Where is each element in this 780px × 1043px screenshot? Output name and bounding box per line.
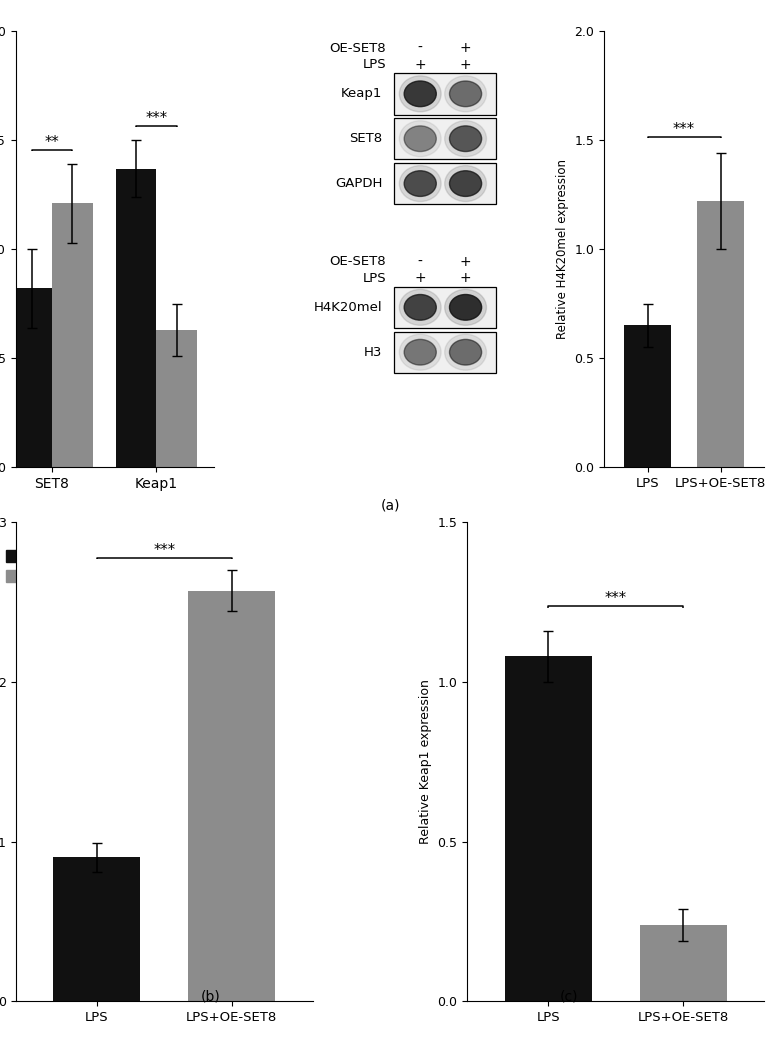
Y-axis label: Relative H4K20mel expression: Relative H4K20mel expression — [555, 160, 569, 339]
Bar — [394, 163, 496, 204]
Text: ***: *** — [673, 122, 695, 137]
Bar — [115, 169, 157, 467]
Ellipse shape — [399, 166, 441, 201]
Text: +: + — [459, 271, 471, 286]
Text: H4K20mel: H4K20mel — [314, 300, 382, 314]
Bar — [157, 330, 197, 467]
Ellipse shape — [445, 289, 487, 325]
Ellipse shape — [445, 334, 487, 370]
Ellipse shape — [404, 81, 436, 106]
Text: +: + — [459, 42, 471, 55]
Text: LPS: LPS — [363, 272, 386, 285]
Text: (c): (c) — [560, 989, 579, 1003]
Bar — [189, 590, 275, 1001]
Text: +: + — [414, 57, 426, 72]
Ellipse shape — [399, 76, 441, 112]
Ellipse shape — [449, 171, 481, 196]
Ellipse shape — [449, 339, 481, 365]
Bar — [394, 332, 496, 373]
Bar — [640, 924, 727, 1001]
Text: SET8: SET8 — [349, 132, 382, 145]
Bar — [394, 118, 496, 160]
Text: -: - — [418, 254, 423, 269]
Ellipse shape — [449, 126, 481, 151]
Text: +: + — [459, 57, 471, 72]
Text: (a): (a) — [381, 499, 399, 513]
Ellipse shape — [449, 294, 481, 320]
Text: ***: *** — [145, 111, 168, 125]
Bar — [53, 857, 140, 1001]
Text: Keap1: Keap1 — [341, 88, 382, 100]
Ellipse shape — [445, 76, 487, 112]
Ellipse shape — [399, 334, 441, 370]
Ellipse shape — [404, 126, 436, 151]
Text: LPS: LPS — [363, 58, 386, 71]
Bar — [394, 287, 496, 329]
Text: +: + — [414, 271, 426, 286]
Ellipse shape — [399, 289, 441, 325]
Bar — [11, 288, 52, 467]
Bar — [697, 201, 744, 467]
Ellipse shape — [399, 121, 441, 156]
Y-axis label: Relative Keap1 expression: Relative Keap1 expression — [419, 679, 432, 844]
Bar — [52, 203, 93, 467]
Bar — [394, 73, 496, 115]
Bar — [505, 656, 591, 1001]
Text: OE-SET8: OE-SET8 — [330, 42, 386, 55]
Text: OE-SET8: OE-SET8 — [330, 256, 386, 268]
Text: ***: *** — [604, 591, 627, 606]
Text: GAPDH: GAPDH — [335, 177, 382, 190]
Text: ***: *** — [153, 542, 176, 558]
Ellipse shape — [449, 81, 481, 106]
Bar — [624, 325, 671, 467]
Ellipse shape — [404, 294, 436, 320]
Ellipse shape — [404, 339, 436, 365]
Text: **: ** — [44, 135, 59, 149]
Text: -: - — [418, 42, 423, 55]
Text: H3: H3 — [364, 345, 382, 359]
Ellipse shape — [445, 166, 487, 201]
Ellipse shape — [404, 171, 436, 196]
Text: +: + — [459, 254, 471, 269]
Text: (b): (b) — [200, 989, 221, 1003]
Legend: LPS, LPS+OE-SET8: LPS, LPS+OE-SET8 — [6, 550, 123, 583]
Ellipse shape — [445, 121, 487, 156]
